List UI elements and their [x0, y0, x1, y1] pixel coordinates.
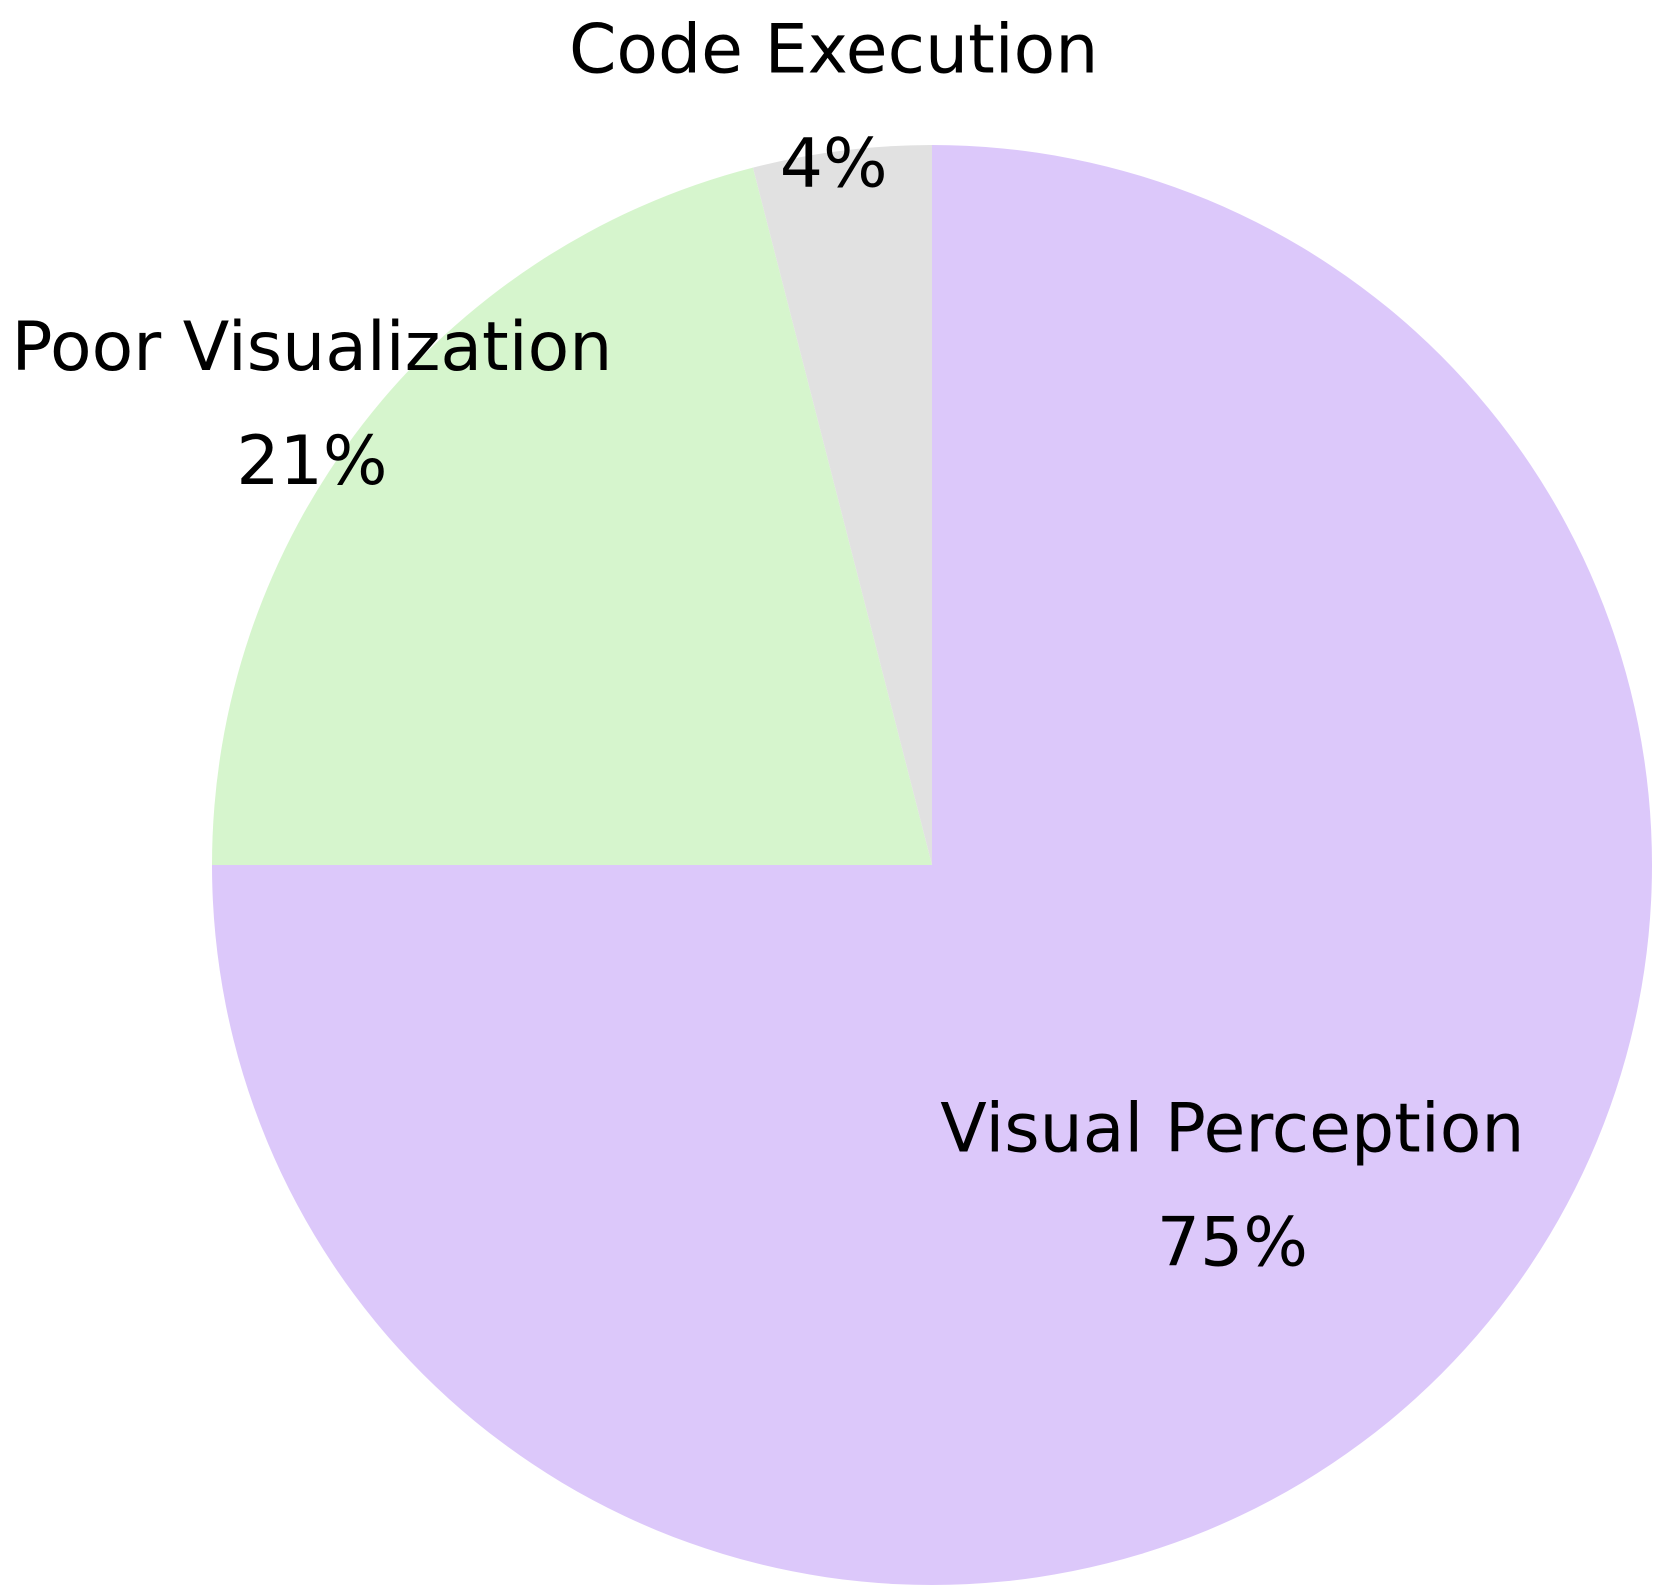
slice-label-poor-visualization: Poor Visualization: [11, 308, 612, 387]
slice-label-visual-perception: Visual Perception: [940, 1089, 1524, 1168]
pie-labels: Visual Perception 75% Poor Visualization 21…: [11, 10, 1524, 1282]
pie-slices: [212, 145, 1652, 1585]
slice-value-label-poor-visualization: 21%: [236, 422, 387, 501]
slice-label-code-execution: Code Execution: [569, 10, 1098, 89]
slice-value-label-code-execution: 4%: [780, 124, 888, 203]
pie-slice-poor-visualization: [212, 167, 932, 865]
pie-slice-code-execution: [752, 145, 932, 865]
slice-value-label-visual-perception: 75%: [1157, 1203, 1308, 1282]
